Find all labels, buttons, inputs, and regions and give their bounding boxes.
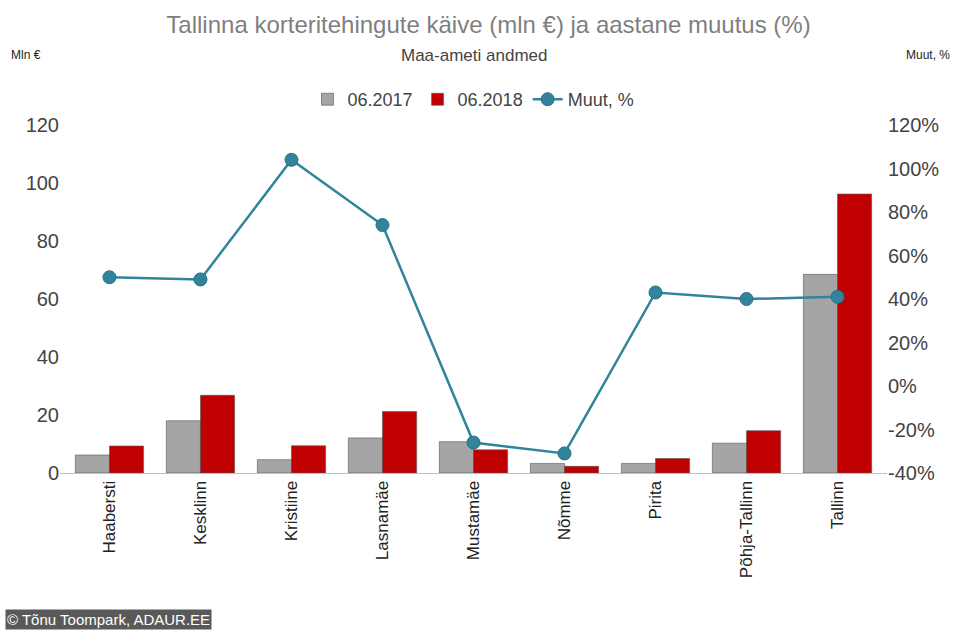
svg-text:06.2018: 06.2018 [458,90,523,110]
svg-text:40: 40 [37,346,59,368]
svg-text:Tallinna korteritehingute käiv: Tallinna korteritehingute käive (mln €) … [166,11,810,38]
svg-text:100%: 100% [888,158,939,180]
svg-text:Pirita: Pirita [646,480,665,519]
svg-text:Haabersti: Haabersti [100,481,119,554]
svg-text:120: 120 [26,114,59,136]
svg-text:-40%: -40% [888,462,935,484]
svg-text:120%: 120% [888,114,939,136]
svg-text:Muut, %: Muut, % [568,90,634,110]
svg-text:40%: 40% [888,288,928,310]
svg-text:Tallinn: Tallinn [828,481,847,529]
svg-text:60%: 60% [888,245,928,267]
svg-text:Lasnamäe: Lasnamäe [373,481,392,560]
svg-text:06.2017: 06.2017 [348,90,413,110]
svg-text:Põhja-Tallinn: Põhja-Tallinn [737,481,756,578]
svg-text:20%: 20% [888,332,928,354]
svg-text:20: 20 [37,404,59,426]
svg-text:Kesklinn: Kesklinn [191,481,210,545]
svg-text:Kristiine: Kristiine [282,481,301,541]
svg-text:© Tõnu Toompark, ADAUR.EE: © Tõnu Toompark, ADAUR.EE [7,611,210,628]
svg-text:0: 0 [48,462,59,484]
svg-text:80: 80 [37,230,59,252]
svg-text:-20%: -20% [888,419,935,441]
svg-text:80%: 80% [888,201,928,223]
svg-text:100: 100 [26,172,59,194]
svg-text:Nõmme: Nõmme [555,481,574,541]
svg-text:Mustamäe: Mustamäe [464,481,483,560]
svg-text:Maa-ameti andmed: Maa-ameti andmed [401,46,547,65]
svg-text:Muut, %: Muut, % [906,48,950,62]
svg-text:0%: 0% [888,375,917,397]
svg-text:60: 60 [37,288,59,310]
svg-text:Mln €: Mln € [11,48,41,62]
